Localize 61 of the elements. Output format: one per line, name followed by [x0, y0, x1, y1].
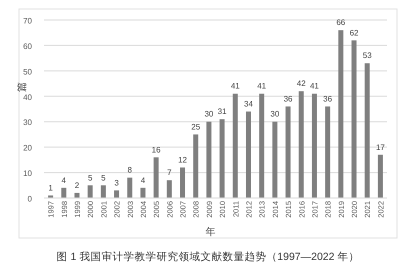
bar: [154, 157, 159, 198]
data-label: 41: [257, 82, 267, 91]
data-label: 4: [62, 176, 67, 185]
data-label: 8: [128, 166, 133, 175]
bar: [298, 91, 304, 198]
data-label: 42: [296, 79, 306, 88]
bar: [100, 185, 106, 198]
data-label: 31: [218, 107, 228, 116]
y-tick-label: 10: [23, 169, 33, 178]
bar: [325, 106, 330, 198]
y-tick-label: 70: [23, 16, 33, 26]
bar: [193, 134, 198, 198]
data-label: 4: [140, 176, 146, 185]
y-axis-title: 篇: [17, 82, 28, 92]
bar: [220, 119, 225, 198]
data-label: 2: [74, 180, 80, 190]
y-tick-label: 30: [23, 118, 33, 128]
data-label: 5: [101, 173, 106, 182]
bar: [378, 154, 383, 198]
data-label: 30: [270, 110, 280, 119]
data-label: 62: [350, 28, 360, 38]
data-label: 25: [191, 122, 201, 132]
bar: [259, 94, 264, 198]
x-axis-title: 年: [206, 226, 216, 238]
bar: [364, 63, 370, 198]
bar: [272, 122, 278, 198]
y-tick-label: 20: [23, 144, 33, 153]
bar: [286, 106, 291, 198]
bar: [232, 94, 238, 198]
bar: [61, 188, 66, 198]
data-label: 41: [310, 82, 320, 91]
data-label: 17: [376, 142, 386, 152]
bar: [140, 188, 146, 198]
y-tick-label: 40: [23, 92, 33, 102]
data-label: 1: [48, 183, 54, 192]
bar: [166, 180, 172, 198]
bar: [312, 94, 317, 198]
y-tick-label: 50: [23, 67, 33, 76]
data-label: 16: [152, 145, 162, 154]
bar: [246, 112, 251, 198]
bar: [338, 30, 344, 198]
bar: [206, 122, 212, 198]
data-label: 7: [167, 168, 172, 178]
data-label: 36: [284, 94, 294, 104]
data-label: 12: [178, 155, 188, 164]
data-label: 36: [323, 94, 333, 104]
y-tick-label: 0: [28, 194, 33, 204]
data-label: 3: [114, 178, 120, 188]
bar: [88, 185, 93, 198]
caption: 图 1 我国审计学教学研究领域文献数量趋势（1997—2022 年）: [56, 250, 360, 263]
bar: [127, 178, 132, 198]
data-label: 30: [204, 110, 214, 119]
data-label: 53: [362, 51, 372, 60]
data-label: 41: [230, 82, 240, 91]
data-label: 34: [244, 100, 254, 109]
data-label: 5: [88, 173, 93, 182]
bar: [352, 40, 357, 198]
y-tick-label: 60: [23, 42, 33, 51]
bar: [180, 167, 186, 198]
bar: [114, 190, 120, 198]
data-label: 66: [336, 18, 346, 28]
